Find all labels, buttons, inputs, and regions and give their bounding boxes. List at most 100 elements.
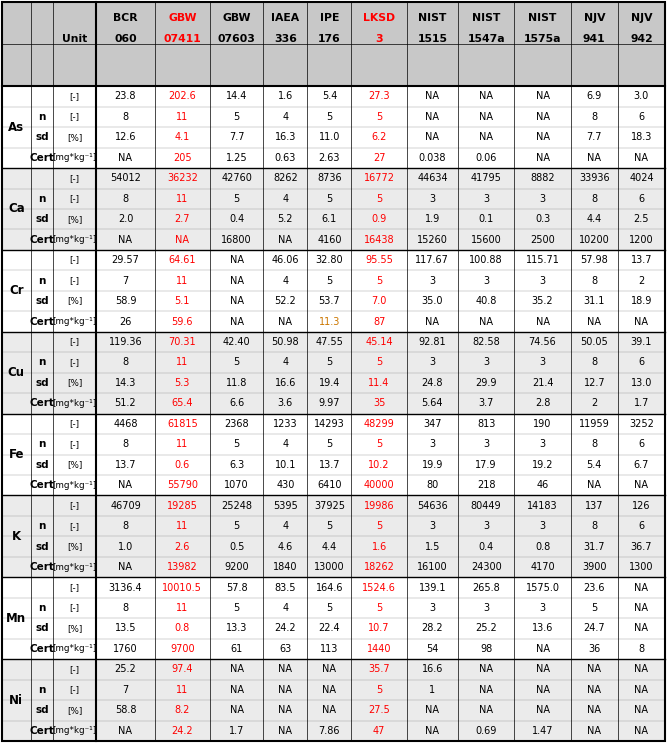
Text: 5.1: 5.1 bbox=[175, 296, 190, 306]
Text: 37925: 37925 bbox=[314, 501, 345, 510]
Text: NA: NA bbox=[634, 603, 648, 613]
Text: 29.57: 29.57 bbox=[111, 255, 139, 265]
Text: 7.86: 7.86 bbox=[319, 726, 340, 736]
Text: 3: 3 bbox=[430, 439, 436, 450]
Text: 35.7: 35.7 bbox=[368, 664, 390, 675]
Text: 3.7: 3.7 bbox=[478, 398, 494, 409]
Text: 14183: 14183 bbox=[527, 501, 558, 510]
Text: [-]: [-] bbox=[69, 440, 80, 449]
Text: 87: 87 bbox=[373, 317, 386, 326]
Text: NIST: NIST bbox=[472, 13, 500, 23]
Text: 3: 3 bbox=[540, 439, 546, 450]
Text: NA: NA bbox=[278, 685, 292, 695]
Text: 0.6: 0.6 bbox=[175, 460, 190, 470]
Text: 80: 80 bbox=[426, 480, 438, 490]
Text: sd: sd bbox=[35, 378, 49, 388]
Text: 63: 63 bbox=[279, 644, 291, 654]
Text: 4: 4 bbox=[282, 521, 288, 531]
Text: 8262: 8262 bbox=[273, 173, 297, 184]
Text: 0.06: 0.06 bbox=[476, 153, 497, 163]
Text: 060: 060 bbox=[114, 34, 137, 44]
Text: 19.4: 19.4 bbox=[319, 378, 340, 388]
Text: [mg*kg⁻¹]: [mg*kg⁻¹] bbox=[53, 236, 97, 244]
Text: 5: 5 bbox=[376, 603, 382, 613]
Text: [-]: [-] bbox=[69, 256, 80, 265]
Text: 3: 3 bbox=[376, 34, 383, 44]
Text: IAEA: IAEA bbox=[271, 13, 299, 23]
Text: 50.05: 50.05 bbox=[580, 337, 608, 347]
Text: 13.7: 13.7 bbox=[631, 255, 652, 265]
Text: 46.06: 46.06 bbox=[271, 255, 299, 265]
Text: 1.7: 1.7 bbox=[634, 398, 649, 409]
Text: sd: sd bbox=[35, 460, 49, 470]
Text: 35.2: 35.2 bbox=[532, 296, 554, 306]
Text: NA: NA bbox=[588, 153, 601, 163]
Text: 3252: 3252 bbox=[629, 419, 654, 429]
Text: 0.8: 0.8 bbox=[175, 623, 190, 634]
Text: 13.7: 13.7 bbox=[319, 460, 340, 470]
Text: 5: 5 bbox=[326, 603, 333, 613]
Text: NA: NA bbox=[278, 705, 292, 716]
Text: 115.71: 115.71 bbox=[526, 255, 560, 265]
Text: 0.63: 0.63 bbox=[275, 153, 296, 163]
Text: 83.5: 83.5 bbox=[275, 583, 296, 592]
Text: 0.8: 0.8 bbox=[535, 542, 550, 551]
Text: 14293: 14293 bbox=[314, 419, 345, 429]
Text: 10.7: 10.7 bbox=[368, 623, 390, 634]
Text: 6: 6 bbox=[638, 194, 644, 204]
Text: 4160: 4160 bbox=[317, 235, 342, 244]
Text: 13982: 13982 bbox=[167, 562, 197, 572]
Text: NA: NA bbox=[229, 296, 243, 306]
Text: [%]: [%] bbox=[67, 378, 83, 387]
Text: NA: NA bbox=[322, 664, 336, 675]
Text: NA: NA bbox=[322, 705, 336, 716]
Text: 19.9: 19.9 bbox=[422, 460, 443, 470]
Text: 52.2: 52.2 bbox=[274, 296, 296, 306]
Text: 16.6: 16.6 bbox=[422, 664, 443, 675]
Text: 80449: 80449 bbox=[471, 501, 502, 510]
Text: 2.6: 2.6 bbox=[175, 542, 190, 551]
Text: GBW: GBW bbox=[168, 13, 197, 23]
Text: NA: NA bbox=[536, 685, 550, 695]
Text: 3: 3 bbox=[483, 521, 490, 531]
Text: 18.3: 18.3 bbox=[631, 132, 652, 143]
Text: NA: NA bbox=[634, 685, 648, 695]
Text: 13.3: 13.3 bbox=[226, 623, 247, 634]
Text: [mg*kg⁻¹]: [mg*kg⁻¹] bbox=[53, 317, 97, 326]
Text: 39.1: 39.1 bbox=[631, 337, 652, 347]
Text: Unit: Unit bbox=[62, 34, 87, 44]
Text: 117.67: 117.67 bbox=[416, 255, 450, 265]
Text: 336: 336 bbox=[274, 34, 297, 44]
Text: 4: 4 bbox=[282, 603, 288, 613]
Text: 47: 47 bbox=[373, 726, 386, 736]
Text: [-]: [-] bbox=[69, 603, 80, 612]
Text: 6: 6 bbox=[638, 357, 644, 368]
Text: 8: 8 bbox=[123, 439, 129, 450]
Text: 3: 3 bbox=[483, 357, 490, 368]
Text: 113: 113 bbox=[320, 644, 339, 654]
Text: NA: NA bbox=[119, 726, 133, 736]
Text: 0.4: 0.4 bbox=[229, 214, 244, 224]
Text: NA: NA bbox=[229, 317, 243, 326]
Text: 3: 3 bbox=[540, 276, 546, 285]
Text: 6.7: 6.7 bbox=[634, 460, 649, 470]
Text: 1.6: 1.6 bbox=[277, 91, 293, 102]
Text: 29.9: 29.9 bbox=[476, 378, 497, 388]
Text: NA: NA bbox=[119, 235, 133, 244]
Text: 11: 11 bbox=[176, 357, 189, 368]
Text: 11: 11 bbox=[176, 276, 189, 285]
Text: 27.5: 27.5 bbox=[368, 705, 390, 716]
Text: NA: NA bbox=[536, 317, 550, 326]
Text: NA: NA bbox=[479, 685, 493, 695]
Text: 70.31: 70.31 bbox=[169, 337, 196, 347]
Text: NA: NA bbox=[536, 153, 550, 163]
Text: 8: 8 bbox=[591, 357, 598, 368]
Text: 18262: 18262 bbox=[364, 562, 395, 572]
Text: 0.038: 0.038 bbox=[419, 153, 446, 163]
Text: K: K bbox=[12, 530, 21, 543]
Text: 205: 205 bbox=[173, 153, 191, 163]
Text: 58.8: 58.8 bbox=[115, 705, 136, 716]
Text: 8882: 8882 bbox=[530, 173, 555, 184]
Text: 5.4: 5.4 bbox=[586, 460, 602, 470]
Text: 1.25: 1.25 bbox=[226, 153, 247, 163]
